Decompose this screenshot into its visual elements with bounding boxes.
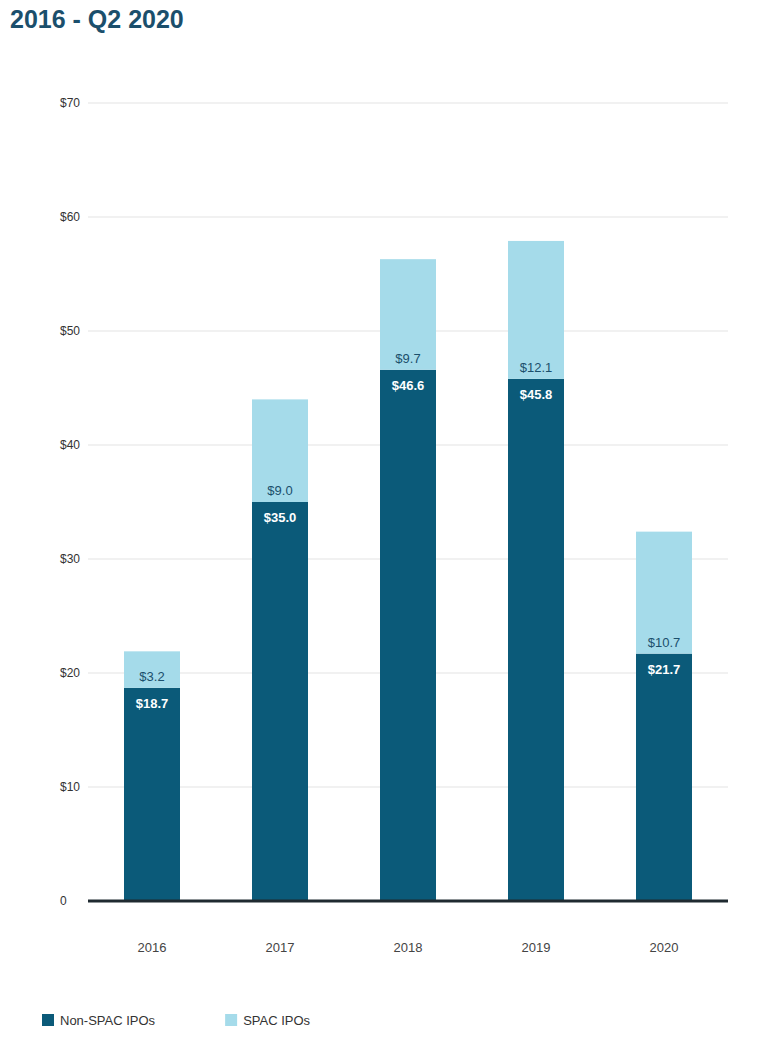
bar-segment — [636, 654, 692, 901]
x-tick-label: 2019 — [522, 940, 551, 955]
y-tick-label: $60 — [60, 210, 80, 224]
y-tick-label: $10 — [60, 780, 80, 794]
legend-label: SPAC IPOs — [243, 1013, 310, 1028]
legend-label: Non-SPAC IPOs — [60, 1013, 156, 1028]
bar-segment — [508, 379, 564, 901]
bar-segment — [124, 651, 180, 687]
y-tick-label: $30 — [60, 552, 80, 566]
bar-segment — [380, 370, 436, 901]
grid-line — [88, 103, 728, 104]
chart-container: 2016 - Q2 2020 0 $10 $20 $30 $40 $50 $60 $70 $18.… — [0, 0, 768, 1047]
x-tick-label: 2016 — [138, 940, 167, 955]
data-label: $45.8 — [520, 387, 553, 402]
data-label: $12.1 — [520, 360, 553, 375]
legend-swatch — [42, 1014, 54, 1026]
data-label: $21.7 — [648, 662, 681, 677]
data-label: $35.0 — [264, 510, 297, 525]
bar-segment — [380, 259, 436, 370]
data-label: $18.7 — [136, 696, 169, 711]
bar-segment — [252, 502, 308, 901]
data-label: $3.2 — [139, 669, 164, 684]
y-tick-label: $40 — [60, 438, 80, 452]
bars — [124, 241, 692, 901]
data-label: $9.7 — [395, 351, 420, 366]
y-tick-label: $20 — [60, 666, 80, 680]
bar-segment — [252, 399, 308, 502]
x-axis-line — [88, 900, 728, 903]
grid-line — [88, 217, 728, 218]
y-tick-label: 0 — [60, 894, 67, 908]
data-label: $10.7 — [648, 635, 681, 650]
x-tick-label: 2017 — [266, 940, 295, 955]
chart-svg: 2016 - Q2 2020 0 $10 $20 $30 $40 $50 $60 $70 $18.… — [0, 0, 768, 1047]
y-tick-label: $70 — [60, 96, 80, 110]
data-label: $46.6 — [392, 378, 425, 393]
legend: Non-SPAC IPOs SPAC IPOs — [42, 1013, 311, 1028]
data-labels: $18.7 $35.0 $46.6 $45.8 $21.7 $3.2 $9.0 $9.7 $12… — [136, 351, 681, 711]
chart-title: 2016 - Q2 2020 — [10, 5, 184, 33]
bar-segment — [124, 688, 180, 901]
bar-segment — [636, 532, 692, 654]
bar-segment — [508, 241, 564, 379]
data-label: $9.0 — [267, 483, 292, 498]
y-tick-label: $50 — [60, 324, 80, 338]
x-tick-label: 2020 — [650, 940, 679, 955]
legend-swatch — [225, 1014, 237, 1026]
x-tick-label: 2018 — [394, 940, 423, 955]
